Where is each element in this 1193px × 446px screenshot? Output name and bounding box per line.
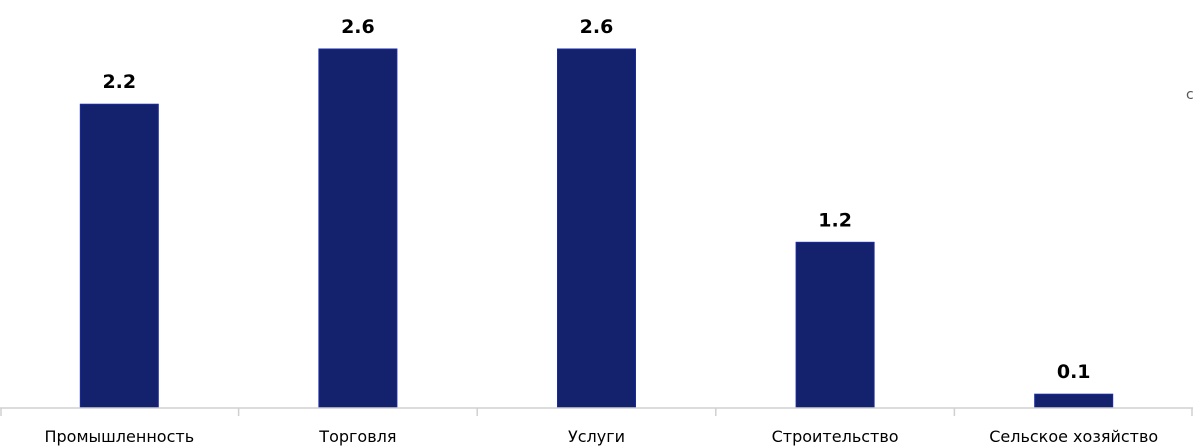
value-label-3: 2.6 [580, 16, 614, 38]
bars-group [79, 48, 1114, 409]
bar-2 [318, 48, 398, 409]
cropped-edge-glyph: c [1186, 87, 1193, 103]
value-label-2: 2.6 [341, 16, 375, 38]
x-axis-ticks [0, 408, 1193, 416]
value-labels-group: 2.2 2.6 2.6 1.2 0.1 [102, 16, 1090, 383]
bar-3 [557, 48, 636, 409]
category-label-2: Торговля [318, 427, 396, 446]
category-label-3: Услуги [568, 427, 625, 446]
category-label-1: Промышленность [44, 427, 194, 446]
bar-4 [795, 241, 875, 409]
category-label-4: Строительство [772, 427, 899, 446]
category-label-5: Сельское хозяйство [989, 427, 1158, 446]
category-labels-group: Промышленность Торговля Услуги Строительств… [44, 427, 1158, 446]
value-label-4: 1.2 [818, 209, 852, 231]
bar-1 [79, 103, 159, 409]
bar-5 [1034, 393, 1114, 409]
value-label-5: 0.1 [1057, 361, 1091, 383]
value-label-1: 2.2 [102, 71, 136, 93]
